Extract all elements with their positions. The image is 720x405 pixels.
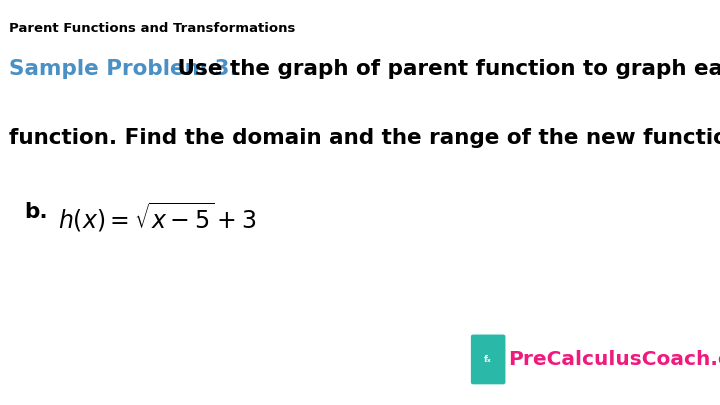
Text: fₓ: fₓ <box>485 355 492 364</box>
Text: Parent Functions and Transformations: Parent Functions and Transformations <box>9 22 296 35</box>
Text: Sample Problem 3:: Sample Problem 3: <box>9 59 238 79</box>
Text: PreCalculusCoach.com: PreCalculusCoach.com <box>508 350 720 369</box>
Text: Use the graph of parent function to graph each: Use the graph of parent function to grap… <box>170 59 720 79</box>
Text: function. Find the domain and the range of the new function.: function. Find the domain and the range … <box>9 128 720 147</box>
Text: b.: b. <box>24 202 48 222</box>
Text: $h(x) = \sqrt{x-5}+3$: $h(x) = \sqrt{x-5}+3$ <box>58 200 256 234</box>
